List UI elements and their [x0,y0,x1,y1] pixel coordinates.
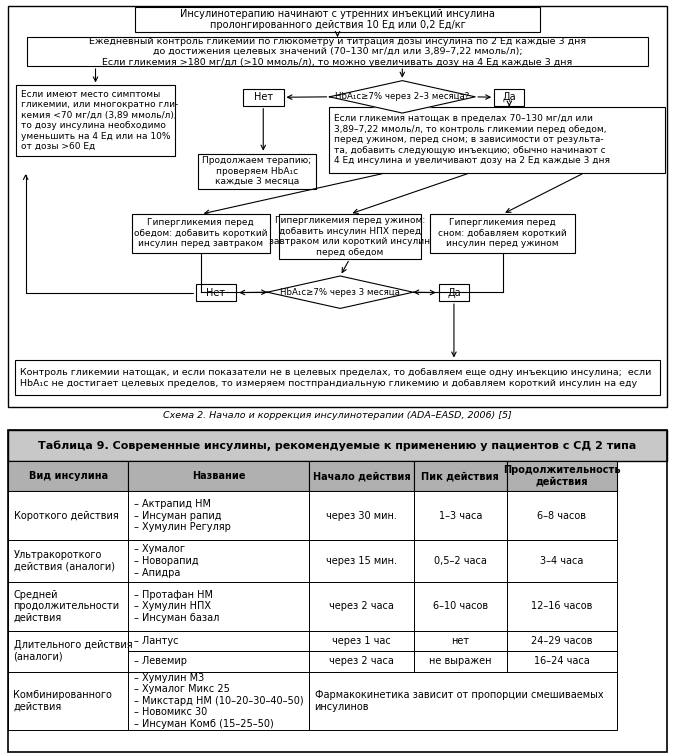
Text: Вид инсулина: Вид инсулина [28,471,108,481]
Bar [27,37,648,66]
Text: через 2 часа: через 2 часа [329,656,394,667]
Bar [507,630,617,651]
Text: Ежедневный контроль гликемии по глюкометру и титрация дозы инсулина по 2 Ед кажд: Ежедневный контроль гликемии по глюкомет… [89,37,586,66]
Bar [507,582,617,630]
Text: Да: Да [502,92,516,102]
Polygon shape [329,81,475,113]
Bar [16,85,175,156]
Text: Если гликемия натощак в пределах 70–130 мг/дл или
3,89–7,22 ммоль/л, то контроль: Если гликемия натощак в пределах 70–130 … [334,115,610,165]
Bar [198,153,316,189]
Text: – Левемир: – Левемир [134,656,187,667]
Bar [414,492,507,540]
Text: Таблица 9. Современные инсулины, рекомендуемые к применению у пациентов с СД 2 т: Таблица 9. Современные инсулины, рекомен… [38,440,637,451]
Bar [309,651,414,672]
Text: 1–3 часа: 1–3 часа [439,510,482,521]
Text: Комбинированного
действия: Комбинированного действия [14,690,112,712]
Bar [507,461,617,492]
Polygon shape [267,276,413,308]
Text: 6–10 часов: 6–10 часов [433,601,488,612]
Text: – Лантус: – Лантус [134,636,178,646]
Text: Ультракороткого
действия (аналоги): Ультракороткого действия (аналоги) [14,550,115,572]
Bar [309,540,414,582]
Text: 12–16 часов: 12–16 часов [531,601,593,612]
Bar [414,582,507,630]
Bar [329,106,665,173]
Text: Нет: Нет [207,288,225,297]
Bar [8,630,128,672]
Bar [196,284,236,301]
Text: – Хумалог
– Новорапид
– Апидра: – Хумалог – Новорапид – Апидра [134,544,198,578]
Bar [494,89,524,106]
Text: HbA₁c≥7% через 3 месяца: HbA₁c≥7% через 3 месяца [280,288,400,297]
Bar [309,672,617,730]
Text: 3–4 часа: 3–4 часа [540,556,584,566]
Text: 24–29 часов: 24–29 часов [531,636,593,646]
Text: 0,5–2 часа: 0,5–2 часа [434,556,487,566]
Text: Пик действия: Пик действия [421,471,500,481]
Text: через 30 мин.: через 30 мин. [326,510,397,521]
Bar [309,582,414,630]
Text: Короткого действия: Короткого действия [14,510,118,521]
Text: Если имеют место симптомы
гликемии, или многократно гли-
кемия <70 мг/дл (3,89 м: Если имеют место симптомы гликемии, или … [21,90,178,151]
Text: через 2 часа: через 2 часа [329,601,394,612]
Bar [507,651,617,672]
Bar [414,651,507,672]
Bar [15,360,660,396]
Bar [8,672,128,730]
Bar [8,461,128,492]
Text: – Актрапид НМ
– Инсуман рапид
– Хумулин Регуляр: – Актрапид НМ – Инсуман рапид – Хумулин … [134,499,231,532]
Bar [8,630,128,672]
Bar [128,582,309,630]
Text: Продолжительность
действия: Продолжительность действия [503,465,621,487]
Text: – Протафан НМ
– Хумулин НПХ
– Инсуман базал: – Протафан НМ – Хумулин НПХ – Инсуман ба… [134,590,219,623]
Text: Схема 2. Начало и коррекция инсулинотерапии (ADA–EASD, 2006) [5]: Схема 2. Начало и коррекция инсулинотера… [163,411,512,421]
Text: Гипергликемия перед
сном: добавляем короткий
инсулин перед ужином: Гипергликемия перед сном: добавляем коро… [438,218,567,248]
Bar [309,492,414,540]
Text: нет: нет [452,636,469,646]
Bar [309,630,414,651]
Bar [128,672,309,730]
Bar [507,540,617,582]
Bar [128,492,309,540]
Text: Гипергликемия перед
обедом: добавить короткий
инсулин перед завтраком: Гипергликемия перед обедом: добавить кор… [134,218,267,248]
Text: Продолжаем терапию;
проверяем HbA₁c
каждые 3 месяца: Продолжаем терапию; проверяем HbA₁c кажд… [202,156,311,186]
Text: через 15 мин.: через 15 мин. [326,556,397,566]
Bar [414,630,507,651]
Bar [309,461,414,492]
Text: 6–8 часов: 6–8 часов [537,510,587,521]
Bar [439,284,469,301]
Bar [243,89,284,106]
Text: не выражен: не выражен [429,656,491,667]
Text: Контроль гликемии натощак, и если показатели не в целевых пределах, то добавляем: Контроль гликемии натощак, и если показа… [20,368,651,387]
Bar [135,8,540,32]
Text: Фармакокинетика зависит от пропорции смешиваемых
инсулинов: Фармакокинетика зависит от пропорции сме… [315,690,603,712]
Bar [507,492,617,540]
Bar [8,430,667,461]
Text: HbA₁c≥7% через 2–3 месяца?: HbA₁c≥7% через 2–3 месяца? [335,92,469,101]
Text: Гипергликемия перед ужином:
добавить инсулин НПХ перед
завтраком или короткий ин: Гипергликемия перед ужином: добавить инс… [269,217,430,257]
Text: Средней
продолжительности
действия: Средней продолжительности действия [14,590,119,623]
Bar [132,214,270,252]
Bar [8,582,128,630]
Text: Начало действия: Начало действия [313,471,410,481]
Bar [8,492,128,540]
Bar [128,540,309,582]
Bar [128,461,309,492]
Bar [414,540,507,582]
Bar [279,214,421,259]
Bar [414,461,507,492]
Bar [430,214,575,252]
Text: Название: Название [192,471,246,481]
Bar [128,651,309,672]
Text: Инсулинотерапию начинают с утренних инъекций инсулина
пролонгированного действия: Инсулинотерапию начинают с утренних инъе… [180,9,495,30]
Text: Нет: Нет [254,92,273,102]
Text: Да: Да [447,288,461,297]
Text: через 1 час: через 1 час [332,636,391,646]
Bar [128,630,309,651]
Text: 16–24 часа: 16–24 часа [534,656,590,667]
Bar [8,540,128,582]
Text: Длительного действия
(аналоги): Длительного действия (аналоги) [14,640,132,662]
Text: – Хумулин М3
– Хумалог Микс 25
– Микстард НМ (10–20–30–40–50)
– Новомикс 30
– Ин: – Хумулин М3 – Хумалог Микс 25 – Микстар… [134,673,303,729]
